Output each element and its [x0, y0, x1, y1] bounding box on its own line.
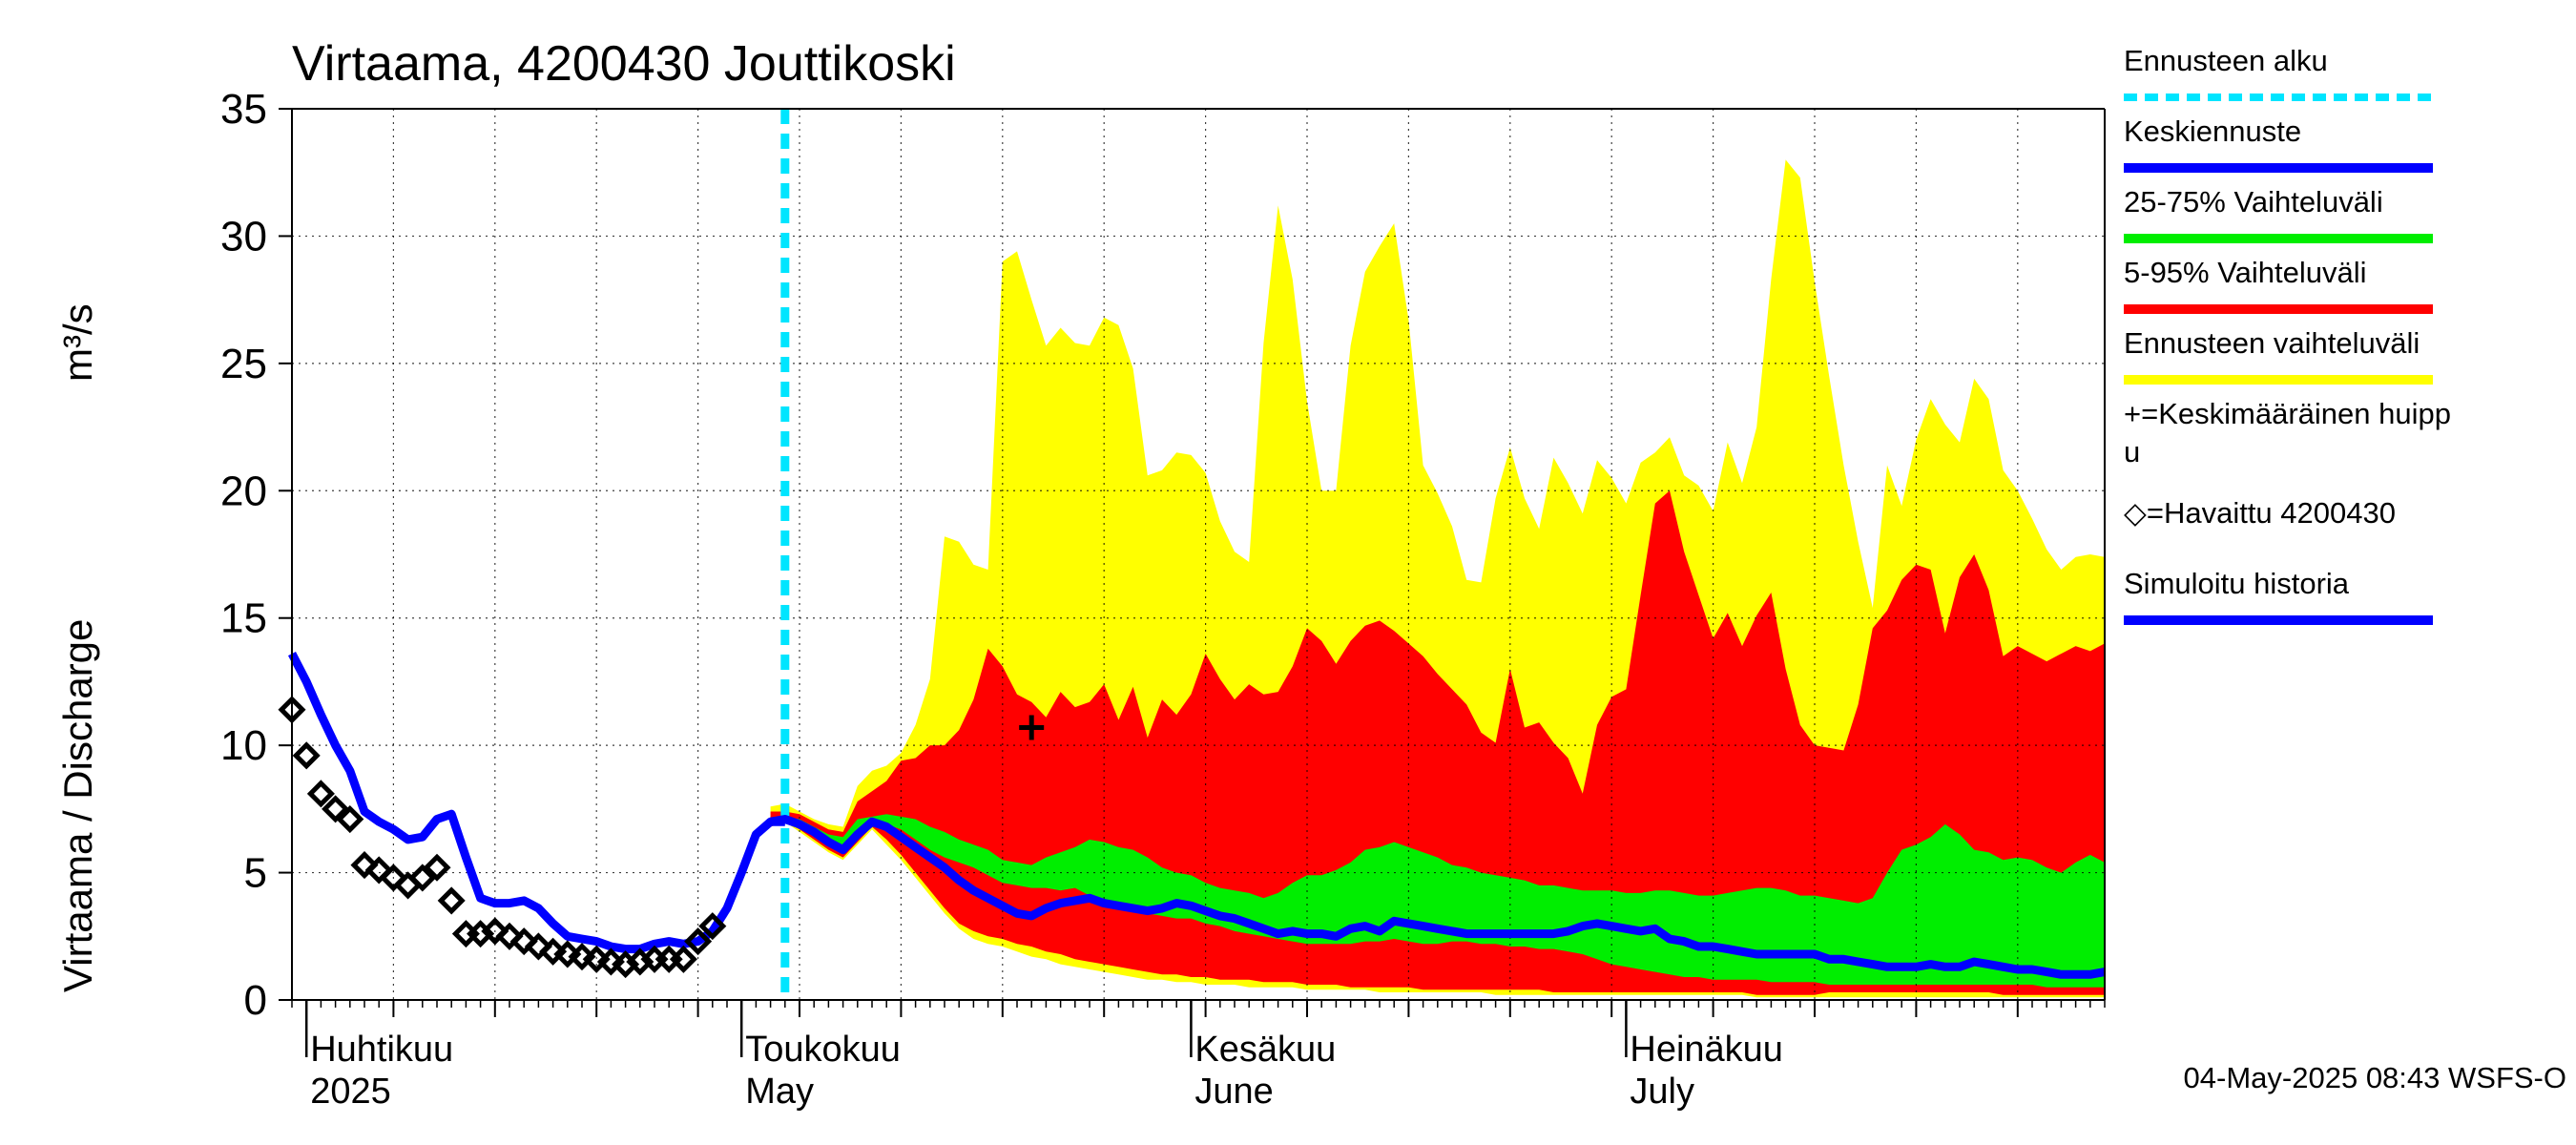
observed-point	[698, 912, 727, 941]
observed-point	[509, 927, 538, 956]
axes: 05101520253035Huhtikuu2025ToukokuuMayKes…	[220, 86, 2106, 1112]
legend-label: +=Keskimääräinen huipp	[2124, 397, 2451, 430]
x-month-sublabel: June	[1195, 1072, 1273, 1112]
observed-point	[364, 856, 393, 885]
y-axis-label: Virtaama / Discharge	[55, 619, 100, 992]
legend-label-wrap: u	[2124, 435, 2140, 468]
observed-point	[669, 945, 697, 973]
observed-point	[524, 932, 552, 961]
data-series	[278, 109, 2106, 1000]
y-tick-label: 5	[244, 850, 267, 897]
observed-point	[423, 853, 451, 882]
observed-point	[350, 851, 379, 880]
x-month-label: Heinäkuu	[1630, 1030, 1783, 1070]
x-month-label: Toukokuu	[745, 1030, 901, 1070]
y-axis-unit: m³/s	[55, 303, 100, 382]
observed-point	[379, 864, 407, 892]
y-tick-label: 10	[220, 722, 267, 769]
x-month-sublabel: July	[1630, 1072, 1694, 1112]
legend-label: 5-95% Vaihteluväli	[2124, 256, 2366, 289]
x-month-sublabel: 2025	[310, 1072, 391, 1112]
observed-point	[684, 927, 713, 956]
legend-label: Ennusteen alku	[2124, 44, 2328, 77]
legend-label: Keskiennuste	[2124, 114, 2301, 148]
x-month-sublabel: May	[745, 1072, 814, 1112]
x-month-label: Kesäkuu	[1195, 1030, 1336, 1070]
observed-point	[336, 804, 364, 834]
observed-point	[408, 864, 437, 892]
forecast-bands	[770, 159, 2105, 998]
y-tick-label: 25	[220, 341, 267, 387]
observed-point	[322, 795, 350, 823]
observed-point	[437, 886, 466, 915]
observed-point	[481, 917, 509, 946]
observed-point	[292, 741, 321, 770]
observed-point	[495, 922, 524, 950]
y-tick-label: 0	[244, 977, 267, 1024]
legend-label: 25-75% Vaihteluväli	[2124, 185, 2383, 219]
footer-timestamp: 04-May-2025 08:43 WSFS-O	[2184, 1061, 2566, 1094]
y-tick-label: 15	[220, 595, 267, 642]
legend-label: Ennusteen vaihteluväli	[2124, 326, 2420, 360]
x-month-label: Huhtikuu	[310, 1030, 453, 1070]
legend: Ennusteen alku Keskiennuste 25-75% Vaihtel…	[2124, 44, 2451, 625]
observed-point	[306, 780, 335, 808]
mean-forecast-line	[769, 815, 2106, 979]
mean-peak-marker	[1019, 715, 1045, 740]
legend-label: ◇=Havaittu 4200430	[2124, 496, 2396, 530]
y-tick-label: 35	[220, 86, 267, 133]
chart-title: Virtaama, 4200430 Jouttikoski	[292, 36, 956, 92]
y-tick-label: 20	[220, 468, 267, 514]
legend-label: Simuloitu historia	[2124, 567, 2350, 600]
y-tick-label: 30	[220, 213, 267, 260]
